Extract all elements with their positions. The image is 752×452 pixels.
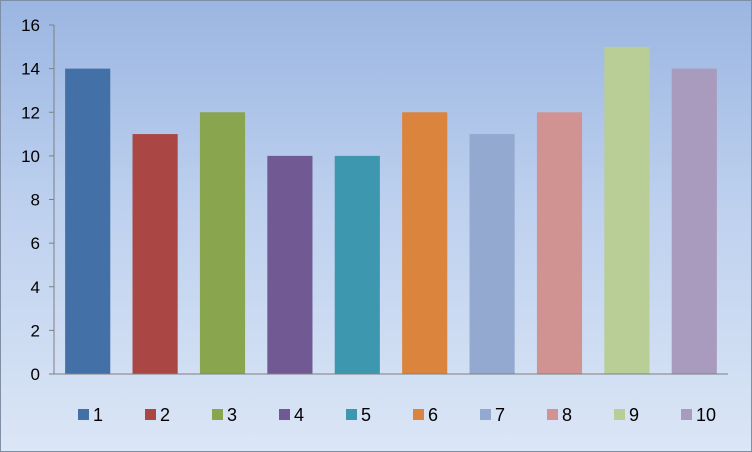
- bar-3: [199, 112, 246, 374]
- y-tick-label: 10: [21, 147, 40, 166]
- legend-swatch-4: [279, 409, 290, 420]
- legend: 1 2 3 4 5 6 7 8 9 10: [78, 405, 716, 425]
- y-tick-label: 2: [31, 321, 40, 340]
- bar-10: [671, 68, 717, 374]
- legend-label-2: 2: [160, 405, 170, 425]
- legend-label-4: 4: [294, 405, 304, 425]
- legend-label-6: 6: [428, 405, 438, 425]
- y-tick-label: 4: [31, 278, 40, 297]
- legend-label-10: 10: [696, 405, 716, 425]
- legend-label-5: 5: [361, 405, 371, 425]
- y-tick-label: 8: [31, 191, 40, 210]
- legend-label-8: 8: [562, 405, 572, 425]
- legend-swatch-10: [681, 409, 692, 420]
- legend-swatch-1: [78, 409, 89, 420]
- legend-swatch-5: [346, 409, 357, 420]
- y-tick-label: 6: [31, 234, 40, 253]
- y-tick-label: 16: [21, 16, 40, 35]
- legend-swatch-2: [145, 409, 156, 420]
- bar-1: [65, 68, 111, 374]
- legend-label-7: 7: [495, 405, 505, 425]
- legend-swatch-8: [547, 409, 558, 420]
- bar-9: [604, 46, 650, 374]
- bar-4: [267, 155, 313, 374]
- bar-8: [536, 112, 583, 374]
- axes: [49, 25, 728, 375]
- bar-2: [132, 134, 178, 374]
- legend-swatch-3: [212, 409, 223, 420]
- legend-swatch-7: [480, 409, 491, 420]
- bar-7: [469, 134, 515, 374]
- y-tick-label: 12: [21, 103, 40, 122]
- legend-swatch-6: [413, 409, 424, 420]
- legend-swatch-9: [614, 409, 625, 420]
- y-tick-label: 0: [31, 365, 40, 384]
- y-tick-label: 14: [21, 60, 40, 79]
- legend-label-1: 1: [93, 405, 103, 425]
- legend-label-3: 3: [227, 405, 237, 425]
- y-axis: 0 2 4 6 8 10 12 14 16: [21, 16, 54, 384]
- bar-6: [402, 112, 448, 374]
- bars: [65, 46, 717, 374]
- bar-5: [334, 155, 380, 374]
- legend-label-9: 9: [629, 405, 639, 425]
